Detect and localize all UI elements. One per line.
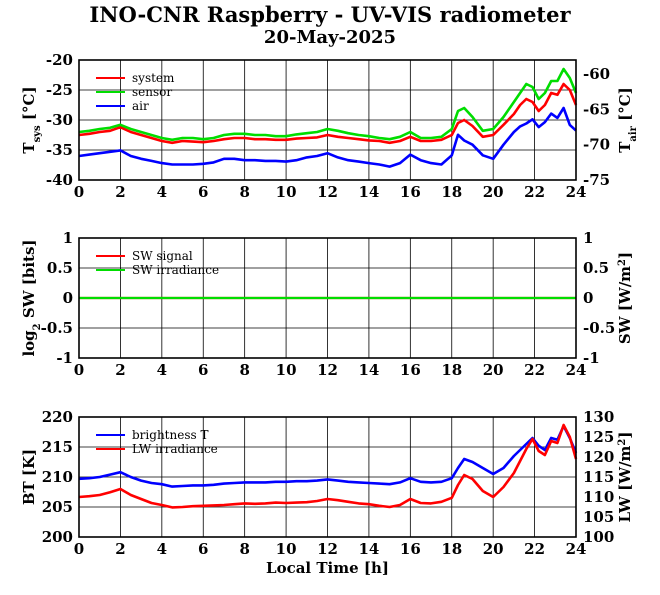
x-tick-label: 14 bbox=[358, 540, 379, 558]
x-tick-label: 10 bbox=[276, 540, 297, 558]
y-tick-label: -35 bbox=[46, 141, 73, 159]
x-tick-label: 18 bbox=[441, 361, 462, 379]
y-axis-label: BT [K] bbox=[20, 449, 38, 505]
y-tick-label: -0.5 bbox=[41, 319, 73, 337]
x-tick-label: 12 bbox=[317, 361, 338, 379]
x-tick-label: 12 bbox=[317, 183, 338, 201]
x-tick-label: 18 bbox=[441, 183, 462, 201]
series-line-sensor bbox=[78, 67, 578, 142]
legend-entry: air bbox=[132, 99, 149, 113]
y-tick-label: -25 bbox=[46, 81, 73, 99]
y2-axis-label: Tair [°C] bbox=[616, 87, 639, 153]
x-tick-label: 2 bbox=[115, 183, 125, 201]
y2-tick-label: 115 bbox=[583, 468, 614, 486]
y-tick-label: 1 bbox=[63, 229, 73, 247]
x-tick-label: 16 bbox=[400, 540, 421, 558]
x-tick-label: 20 bbox=[483, 540, 504, 558]
x-tick-label: 18 bbox=[441, 540, 462, 558]
y2-axis-label: SW [W/m2] bbox=[616, 252, 634, 344]
legend-entry: system bbox=[132, 71, 175, 85]
x-tick-label: 22 bbox=[524, 540, 545, 558]
plot-frame bbox=[78, 416, 577, 538]
legend-entry: LW irradiance bbox=[132, 442, 218, 456]
x-tick-label: 6 bbox=[198, 361, 208, 379]
y-tick-label: 205 bbox=[42, 498, 73, 516]
y-tick-label: 200 bbox=[42, 528, 73, 546]
y-tick-label: 0 bbox=[63, 289, 73, 307]
series-line-air bbox=[78, 106, 577, 168]
x-tick-label: 6 bbox=[198, 540, 208, 558]
x-tick-label: 0 bbox=[74, 361, 84, 379]
y2-tick-label: 1 bbox=[583, 229, 593, 247]
x-tick-label: 0 bbox=[74, 540, 84, 558]
x-tick-label: 10 bbox=[276, 183, 297, 201]
y2-tick-label: -70 bbox=[583, 136, 610, 154]
x-tick-label: 22 bbox=[524, 183, 545, 201]
y-tick-label: -30 bbox=[46, 111, 73, 129]
chart-title: INO-CNR Raspberry - UV-VIS radiometer bbox=[89, 2, 571, 27]
y2-tick-label: 125 bbox=[583, 428, 614, 446]
legend-entry: sensor bbox=[132, 85, 172, 99]
y-axis-label: log2 SW [bits] bbox=[20, 239, 43, 356]
x-tick-label: 16 bbox=[400, 361, 421, 379]
x-tick-label: 4 bbox=[157, 540, 167, 558]
x-tick-label: 8 bbox=[239, 361, 249, 379]
y-tick-label: 215 bbox=[42, 438, 73, 456]
x-tick-label: 24 bbox=[566, 540, 587, 558]
series-line-brightness-t bbox=[78, 424, 578, 488]
x-tick-label: 4 bbox=[157, 183, 167, 201]
panel-1: 0 2 4 6 8 10 12 14 16 18 20 22 24-20-25-30-35-40-60-… bbox=[20, 51, 639, 201]
x-tick-label: 20 bbox=[483, 361, 504, 379]
y2-tick-label: 100 bbox=[583, 528, 614, 546]
y2-tick-label: -1 bbox=[583, 349, 600, 367]
y2-tick-label: 110 bbox=[583, 488, 614, 506]
x-tick-label: 4 bbox=[157, 361, 167, 379]
chart-subtitle: 20-May-2025 bbox=[263, 27, 397, 48]
panel-2: 0 2 4 6 8 10 12 14 16 18 20 22 2410.50-0.5-110.50-0.… bbox=[20, 229, 634, 379]
x-tick-label: 0 bbox=[74, 183, 84, 201]
x-tick-label: 2 bbox=[115, 540, 125, 558]
x-tick-label: 16 bbox=[400, 183, 421, 201]
y2-tick-label: 0 bbox=[583, 289, 593, 307]
plot-frame bbox=[78, 59, 577, 181]
y-tick-label: 220 bbox=[42, 408, 73, 426]
legend-entry: SW irradiance bbox=[132, 263, 219, 277]
x-axis-label: Local Time [h] bbox=[266, 559, 389, 577]
y-tick-label: 210 bbox=[42, 468, 73, 486]
x-tick-label: 20 bbox=[483, 183, 504, 201]
y-axis-label: Tsys [°C] bbox=[20, 86, 43, 153]
x-tick-label: 22 bbox=[524, 361, 545, 379]
legend-entry: SW signal bbox=[132, 249, 193, 263]
y2-tick-label: 0.5 bbox=[583, 259, 609, 277]
x-tick-label: 8 bbox=[239, 540, 249, 558]
y2-tick-label: 120 bbox=[583, 448, 614, 466]
y2-tick-label: -60 bbox=[583, 65, 610, 83]
panel-3: 0 2 4 6 8 10 12 14 16 18 20 22 242202152102052001301… bbox=[20, 408, 634, 577]
series-line-lw-irradiance bbox=[78, 423, 578, 509]
legend-entry: brightness T bbox=[132, 428, 208, 442]
x-tick-label: 2 bbox=[115, 361, 125, 379]
y2-tick-label: -65 bbox=[583, 100, 610, 118]
y2-tick-label: 130 bbox=[583, 408, 614, 426]
x-tick-label: 10 bbox=[276, 361, 297, 379]
y2-tick-label: -0.5 bbox=[583, 319, 615, 337]
y2-tick-label: -75 bbox=[583, 171, 610, 189]
x-tick-label: 6 bbox=[198, 183, 208, 201]
x-tick-label: 14 bbox=[358, 361, 379, 379]
x-tick-label: 24 bbox=[566, 183, 587, 201]
series-line-system bbox=[78, 82, 578, 145]
x-tick-label: 14 bbox=[358, 183, 379, 201]
x-tick-label: 24 bbox=[566, 361, 587, 379]
y2-tick-label: 105 bbox=[583, 508, 614, 526]
y-tick-label: -40 bbox=[46, 171, 73, 189]
y-tick-label: -1 bbox=[56, 349, 73, 367]
plot-frame bbox=[78, 237, 577, 359]
y2-axis-label: LW [W/m2] bbox=[616, 432, 634, 523]
x-tick-label: 8 bbox=[239, 183, 249, 201]
x-tick-label: 12 bbox=[317, 540, 338, 558]
y-tick-label: -20 bbox=[46, 51, 73, 69]
y-tick-label: 0.5 bbox=[47, 259, 73, 277]
